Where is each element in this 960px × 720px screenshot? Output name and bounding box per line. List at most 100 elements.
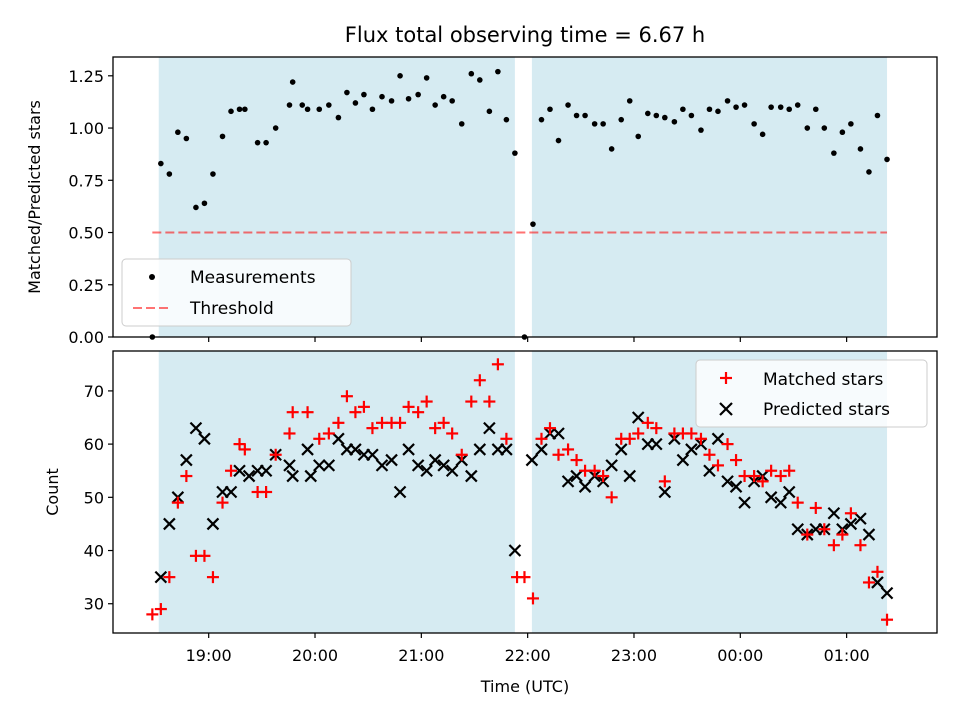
top-y-axis-ticks: 0.00 0.25 0.50 0.75 1.00 1.25 bbox=[68, 67, 113, 347]
predicted-marker bbox=[465, 469, 478, 483]
measurement-point bbox=[369, 106, 376, 113]
matched-marker bbox=[491, 358, 504, 371]
measurement-point bbox=[733, 104, 739, 110]
legend-predicted-marker bbox=[719, 402, 733, 416]
matched-marker bbox=[623, 432, 636, 445]
matched-marker bbox=[730, 454, 743, 467]
matched-marker bbox=[394, 416, 407, 429]
measurement-point bbox=[706, 106, 713, 113]
matched-marker bbox=[756, 475, 769, 488]
y-tick-label: 0.25 bbox=[68, 276, 104, 295]
measurement-point bbox=[468, 70, 475, 77]
matched-marker bbox=[650, 422, 663, 435]
measurement-points bbox=[149, 68, 890, 340]
matched-marker bbox=[260, 486, 273, 498]
matched-marker bbox=[783, 464, 796, 477]
predicted-marker bbox=[189, 421, 203, 435]
matched-marker bbox=[535, 432, 548, 445]
predicted-marker bbox=[242, 469, 256, 483]
measurement-point bbox=[388, 98, 395, 104]
predicted-marker bbox=[631, 411, 645, 424]
measurement-point bbox=[289, 79, 296, 85]
top-plot-frame bbox=[112, 56, 938, 338]
predicted-marker bbox=[721, 475, 734, 488]
chart-title: Flux total observing time = 6.67 h bbox=[345, 23, 705, 47]
measurement-point bbox=[874, 112, 881, 119]
measurement-point bbox=[286, 102, 293, 108]
predicted-marker bbox=[711, 432, 725, 446]
measurement-point bbox=[653, 112, 660, 119]
predicted-marker bbox=[301, 443, 314, 456]
measurement-point bbox=[175, 129, 181, 136]
measurement-point bbox=[839, 129, 846, 136]
measurement-point bbox=[573, 112, 580, 119]
matched-marker bbox=[198, 549, 211, 562]
matched-marker bbox=[269, 448, 282, 461]
y-tick-label: 1.00 bbox=[68, 119, 104, 138]
predicted-marker bbox=[445, 464, 459, 477]
measurement-point bbox=[635, 133, 642, 140]
y-tick-label: 50 bbox=[84, 488, 104, 507]
matched-marker bbox=[597, 470, 610, 483]
measurement-point bbox=[565, 102, 571, 108]
predicted-marker bbox=[163, 517, 176, 531]
matched-marker bbox=[526, 592, 539, 605]
matched-marker bbox=[233, 438, 246, 451]
x-tick-label: 23:00 bbox=[611, 646, 657, 665]
matched-marker bbox=[711, 459, 724, 472]
matched-marker bbox=[349, 406, 362, 419]
matched-marker bbox=[313, 432, 326, 445]
x-tick-label: 20:00 bbox=[292, 646, 338, 665]
matched-marker bbox=[570, 454, 583, 467]
measurement-point bbox=[804, 125, 811, 131]
predicted-marker bbox=[676, 453, 690, 467]
predicted-marker bbox=[180, 453, 193, 467]
predicted-marker bbox=[322, 459, 336, 472]
predicted-marker bbox=[500, 443, 513, 456]
measurement-point bbox=[242, 106, 248, 113]
matched-marker bbox=[836, 528, 849, 541]
legend-matched-marker bbox=[720, 372, 732, 384]
measurement-point bbox=[759, 131, 766, 138]
measurement-point bbox=[645, 110, 651, 117]
matched-marker bbox=[518, 571, 531, 584]
bottom-plot-frame bbox=[112, 350, 938, 634]
matched-marker bbox=[748, 470, 761, 483]
legend-threshold-label: Threshold bbox=[189, 299, 274, 319]
matched-marker bbox=[844, 507, 857, 520]
measurement-point bbox=[158, 160, 164, 167]
x-tick-label: 01:00 bbox=[824, 646, 870, 665]
legend-measurement-marker bbox=[149, 274, 155, 280]
predicted-marker bbox=[854, 512, 867, 525]
measurement-point bbox=[857, 146, 864, 152]
measurement-point bbox=[831, 150, 837, 156]
predicted-marker bbox=[483, 421, 496, 435]
matched-marker bbox=[322, 427, 335, 440]
matched-marker bbox=[765, 464, 778, 477]
y-tick-label: 0.75 bbox=[68, 171, 104, 190]
measurement-point bbox=[432, 102, 438, 108]
measurement-point bbox=[751, 121, 757, 127]
measurement-point bbox=[316, 106, 323, 113]
predicted-marker bbox=[764, 491, 778, 504]
predicted-marker bbox=[304, 469, 318, 483]
shaded-span bbox=[531, 57, 888, 337]
measurement-point bbox=[786, 106, 793, 113]
predicted-marker bbox=[650, 437, 663, 451]
predicted-marker bbox=[535, 443, 548, 456]
predicted-marker bbox=[658, 485, 672, 499]
y-tick-label: 70 bbox=[84, 382, 104, 401]
measurement-point bbox=[254, 139, 261, 146]
predicted-star-markers bbox=[154, 411, 894, 600]
measurement-point bbox=[866, 169, 872, 175]
y-tick-label: 1.25 bbox=[68, 67, 104, 86]
measurement-point bbox=[183, 135, 190, 142]
matched-marker bbox=[774, 470, 787, 483]
measurement-point bbox=[777, 104, 784, 110]
matched-marker bbox=[286, 406, 299, 419]
matched-marker bbox=[238, 443, 251, 456]
top-panel-ratio: 0.00 0.25 0.50 0.75 1.00 1.25 Matched/Predict… bbox=[25, 56, 938, 347]
legend-matched-label: Matched stars bbox=[763, 370, 883, 390]
measurement-point bbox=[608, 146, 615, 152]
